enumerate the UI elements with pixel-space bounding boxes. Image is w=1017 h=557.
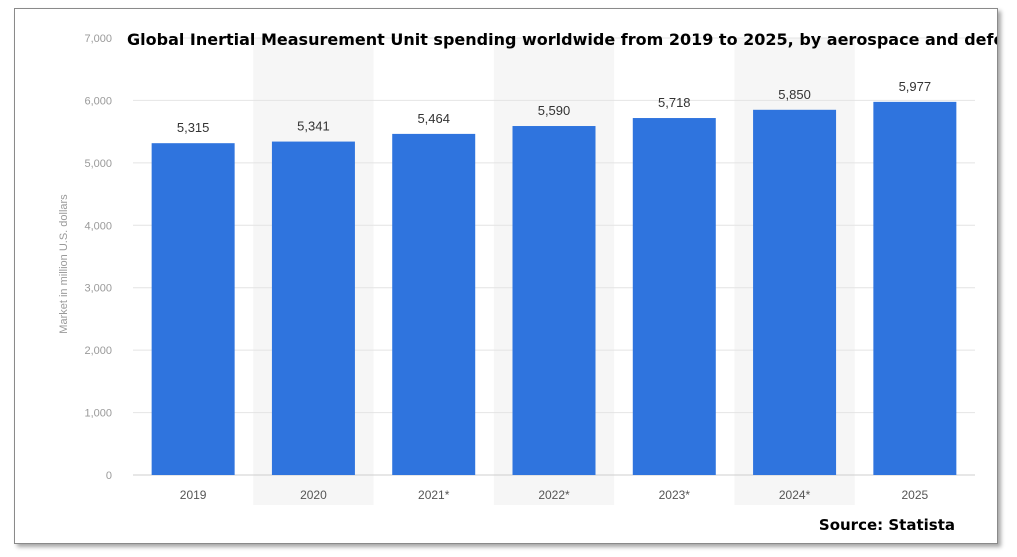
y-tick-label: 7,000	[84, 33, 112, 45]
y-tick-label: 3,000	[84, 283, 112, 295]
source-note: Source: Statista	[819, 516, 955, 534]
data-labels: 5,315 5,341 5,464 5,590 5,718 5,850 5,977	[177, 79, 931, 135]
x-tick-label: 2019	[180, 488, 207, 502]
data-label: 5,590	[538, 103, 571, 118]
y-tick-label: 6,000	[84, 95, 112, 107]
x-tick-label: 2020	[300, 488, 327, 502]
data-label: 5,977	[899, 79, 932, 94]
data-label: 5,341	[297, 119, 330, 134]
y-axis-label: Market in million U.S. dollars	[58, 194, 70, 334]
bar	[873, 101, 957, 475]
data-label: 5,464	[417, 111, 450, 126]
data-label: 5,315	[177, 120, 210, 135]
x-tick-label: 2025	[902, 488, 929, 502]
bar	[512, 126, 596, 475]
y-tick-label: 4,000	[84, 220, 112, 232]
x-axis-ticks: 2019 2020 2021* 2022* 2023* 2024* 2025	[180, 488, 929, 502]
data-label: 5,850	[778, 87, 811, 102]
chart-title: Global Inertial Measurement Unit spendin…	[127, 30, 997, 49]
x-tick-label: 2023*	[659, 488, 691, 502]
bar	[151, 143, 235, 475]
y-tick-label: 2,000	[84, 345, 112, 357]
bar	[392, 133, 476, 475]
bars	[151, 101, 957, 476]
bar	[753, 109, 837, 476]
x-tick-label: 2022*	[538, 488, 570, 502]
bar	[271, 141, 355, 475]
y-tick-label: 0	[106, 470, 112, 482]
x-tick-label: 2021*	[418, 488, 450, 502]
data-label: 5,718	[658, 95, 691, 110]
y-tick-label: 1,000	[84, 408, 112, 420]
chart-frame: 0 1,000 2,000 3,000 4,000 5,000 6,000 7,000 5,3…	[14, 8, 998, 544]
bar	[632, 118, 716, 475]
x-tick-label: 2024*	[779, 488, 811, 502]
y-tick-label: 5,000	[84, 158, 112, 170]
y-axis-ticks: 0 1,000 2,000 3,000 4,000 5,000 6,000 7,000	[84, 33, 112, 482]
bar-chart: 0 1,000 2,000 3,000 4,000 5,000 6,000 7,000 5,3…	[58, 30, 997, 534]
